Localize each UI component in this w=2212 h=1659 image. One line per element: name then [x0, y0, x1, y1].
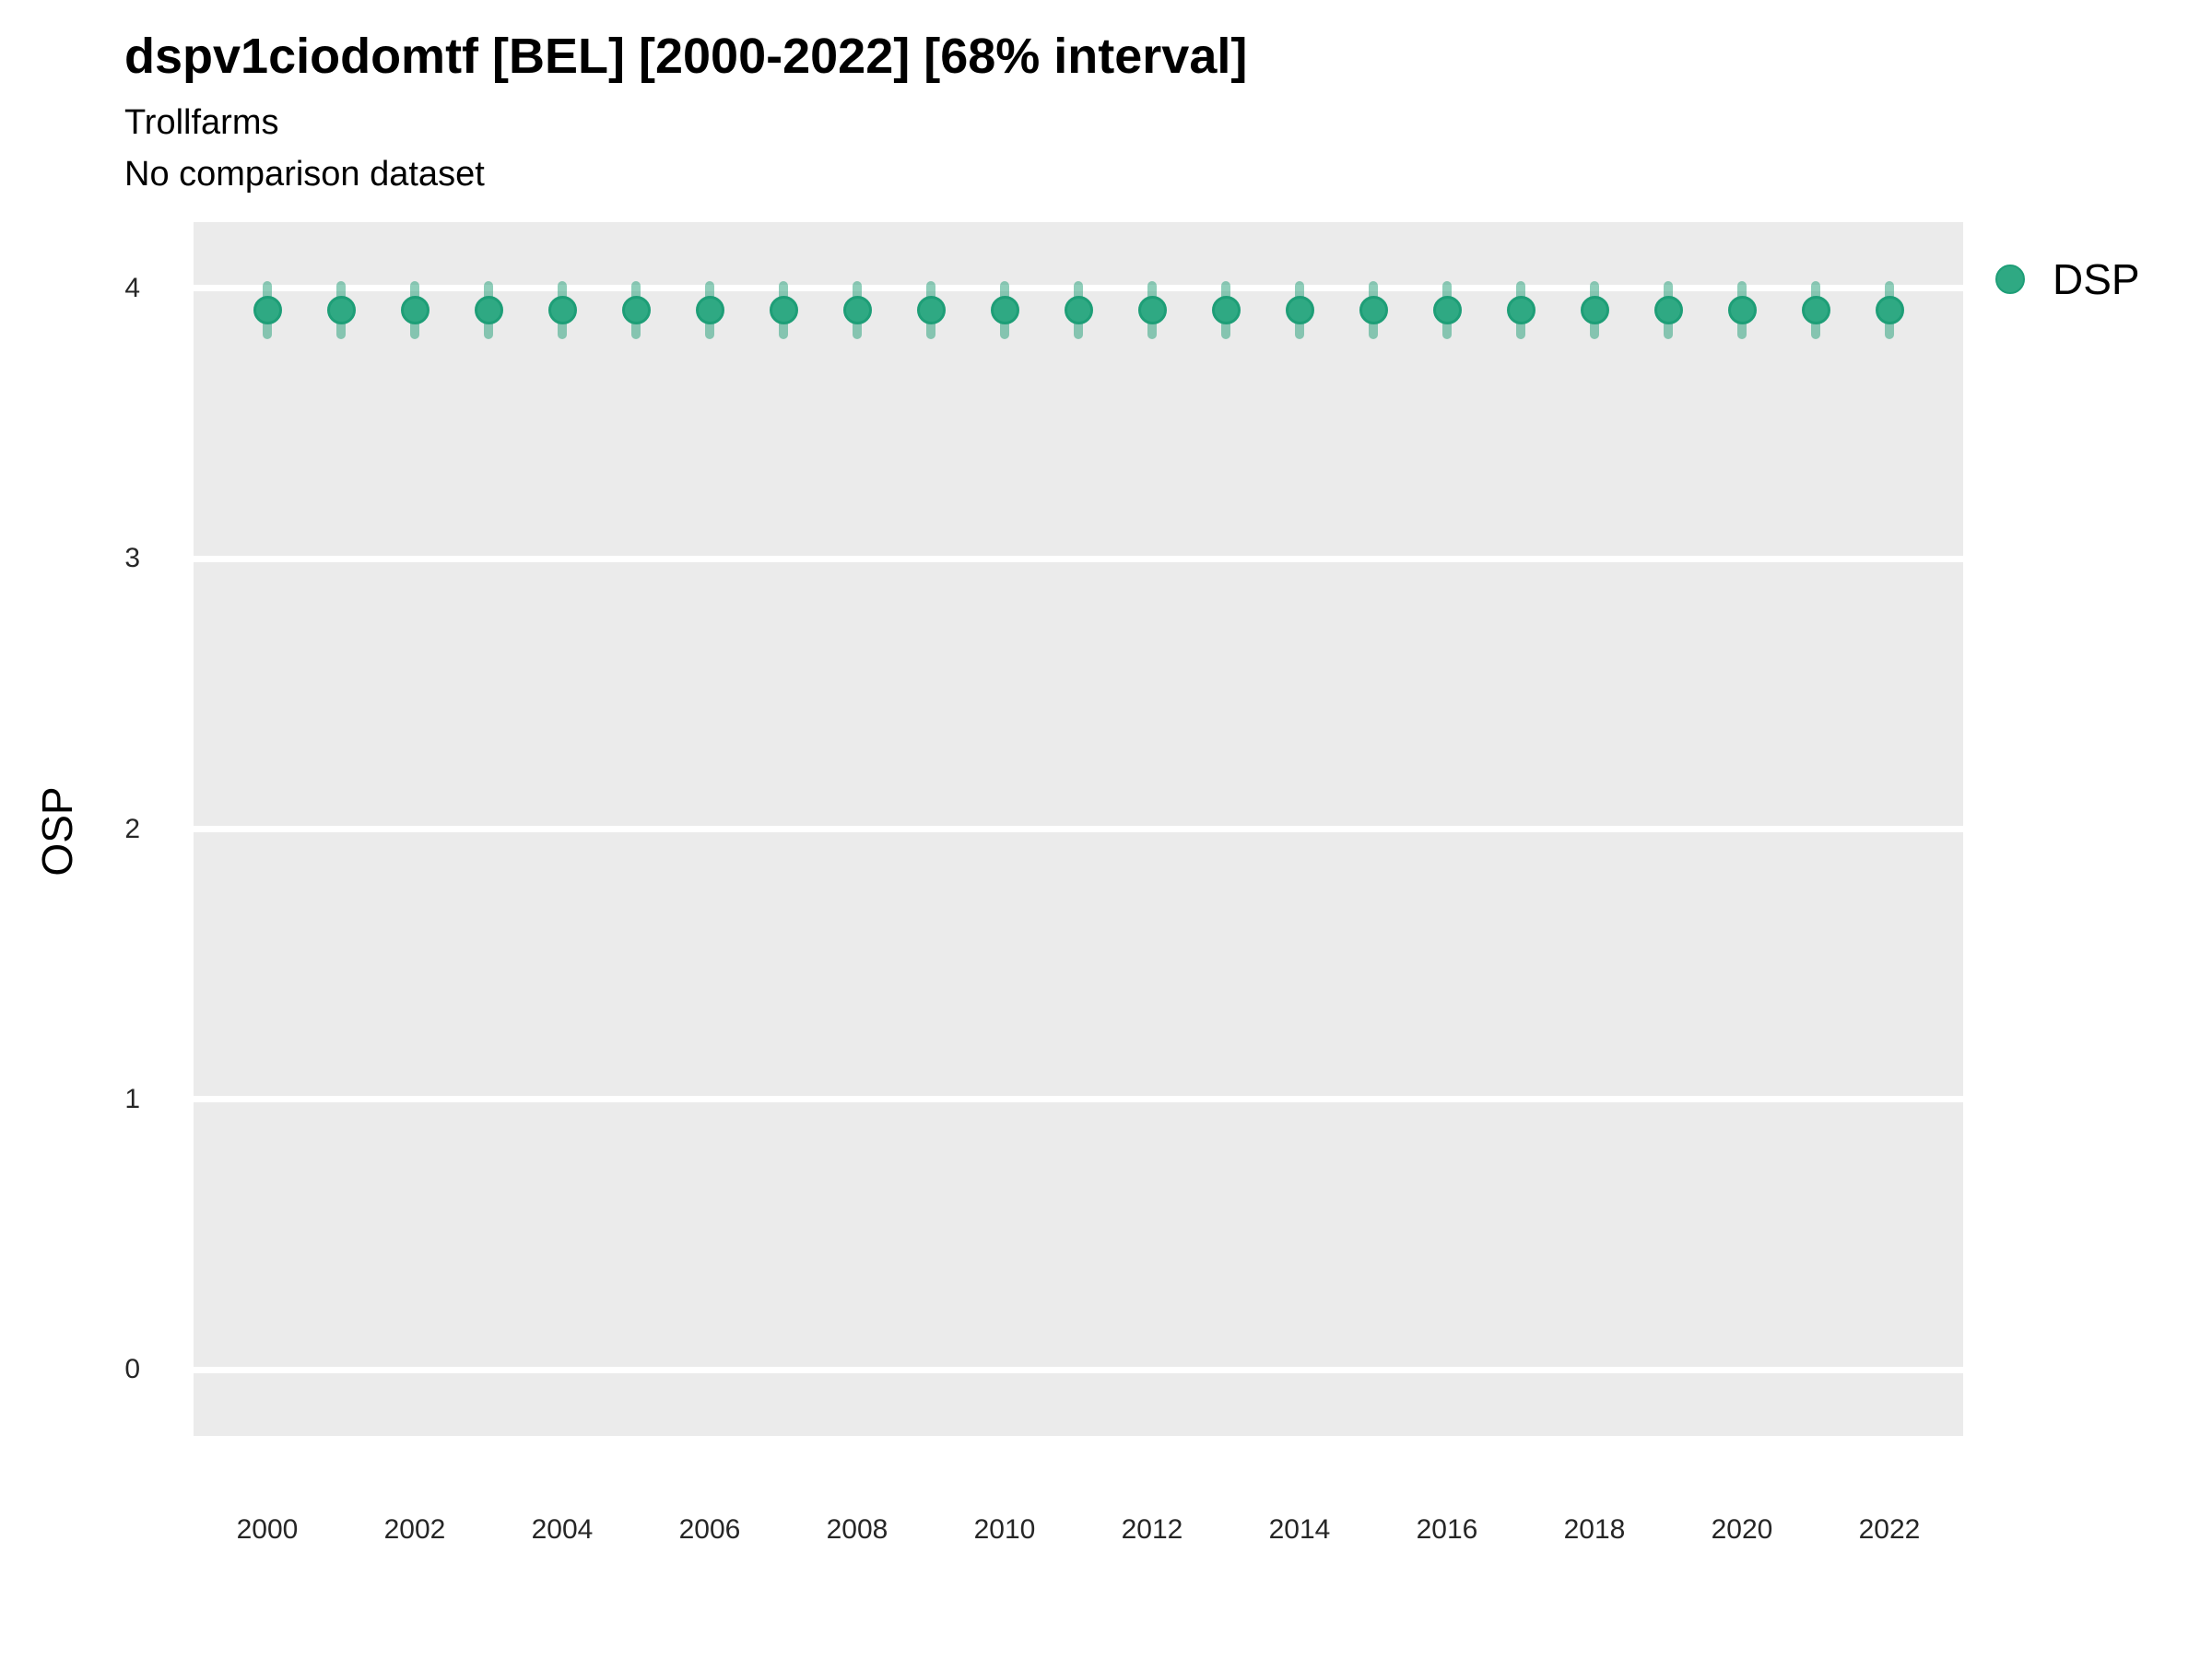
- data-point-2000: [253, 295, 282, 324]
- data-point-2003: [474, 295, 503, 324]
- data-point-2007: [769, 295, 798, 324]
- plot-area: [194, 222, 1963, 1436]
- gridline-y-3: [194, 555, 1963, 562]
- data-point-2014: [1285, 295, 1314, 324]
- data-point-2011: [1064, 295, 1093, 324]
- data-point-2020: [1727, 295, 1757, 324]
- data-point-2009: [916, 295, 946, 324]
- gridline-y-1: [194, 1096, 1963, 1103]
- data-point-2013: [1211, 295, 1241, 324]
- data-point-2001: [326, 295, 356, 324]
- x-tick-label-2004: 2004: [531, 1514, 594, 1545]
- y-tick-label-2: 2: [124, 813, 140, 844]
- x-tick-label-2000: 2000: [236, 1514, 299, 1545]
- chart-subtitle: Trollfarms: [124, 103, 279, 142]
- x-tick-label-2010: 2010: [973, 1514, 1036, 1545]
- x-tick-label-2014: 2014: [1268, 1514, 1331, 1545]
- gridline-y-2: [194, 826, 1963, 832]
- data-point-2015: [1359, 295, 1388, 324]
- y-axis-title: OSP: [33, 786, 81, 877]
- x-tick-label-2016: 2016: [1416, 1514, 1478, 1545]
- legend: DSP: [1995, 254, 2140, 304]
- data-point-2006: [695, 295, 724, 324]
- data-point-2017: [1506, 295, 1535, 324]
- chart-note: No comparison dataset: [124, 155, 485, 194]
- y-tick-label-3: 3: [124, 543, 140, 574]
- x-tick-label-2006: 2006: [678, 1514, 741, 1545]
- data-point-2002: [400, 295, 429, 324]
- x-tick-label-2012: 2012: [1121, 1514, 1183, 1545]
- x-tick-label-2002: 2002: [383, 1514, 446, 1545]
- data-point-2008: [842, 295, 872, 324]
- gridline-y-0: [194, 1366, 1963, 1373]
- data-point-2004: [547, 295, 577, 324]
- chart-title: dspv1ciodomtf [BEL] [2000-2022] [68% int…: [124, 29, 1248, 84]
- y-tick-label-4: 4: [124, 272, 140, 303]
- data-point-2021: [1801, 295, 1830, 324]
- legend-label: DSP: [2053, 255, 2140, 303]
- data-point-2012: [1137, 295, 1167, 324]
- x-tick-label-2020: 2020: [1711, 1514, 1773, 1545]
- data-point-2022: [1875, 295, 1904, 324]
- legend-marker-icon: [1995, 265, 2025, 294]
- x-tick-label-2008: 2008: [826, 1514, 888, 1545]
- x-tick-label-2022: 2022: [1858, 1514, 1921, 1545]
- data-point-2005: [621, 295, 651, 324]
- y-tick-label-1: 1: [124, 1083, 140, 1114]
- x-tick-label-2018: 2018: [1563, 1514, 1626, 1545]
- data-point-2018: [1580, 295, 1609, 324]
- data-point-2016: [1432, 295, 1462, 324]
- y-tick-label-0: 0: [124, 1354, 140, 1385]
- data-point-2010: [990, 295, 1019, 324]
- data-point-2019: [1653, 295, 1683, 324]
